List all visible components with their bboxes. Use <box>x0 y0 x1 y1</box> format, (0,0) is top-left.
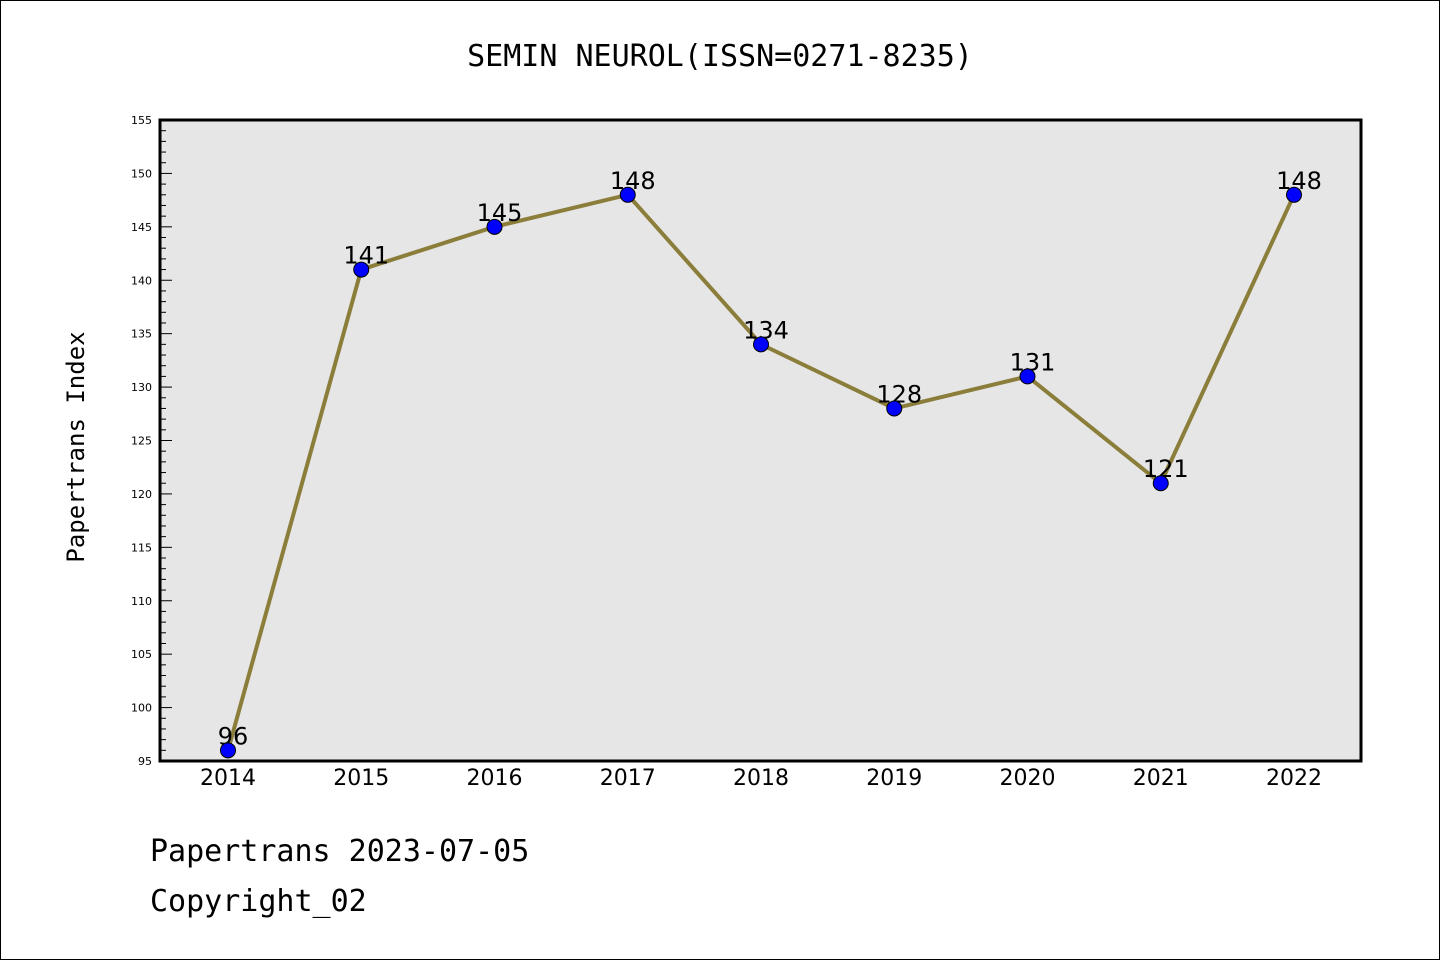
y-tick-label: 95 <box>138 755 152 768</box>
x-tick-label: 2014 <box>200 766 256 791</box>
x-tick-label: 2015 <box>333 766 389 791</box>
x-tick-label: 2016 <box>467 766 523 791</box>
data-point <box>353 261 370 278</box>
y-axis-label: Papertrans Index <box>62 331 90 562</box>
data-point <box>1152 475 1169 492</box>
y-tick-label: 150 <box>131 167 152 180</box>
data-point <box>1019 368 1036 385</box>
data-point <box>619 186 636 203</box>
y-tick-label: 120 <box>131 488 152 501</box>
plot-area <box>160 120 1361 761</box>
x-tick-label: 2022 <box>1266 766 1322 791</box>
y-tick-label: 140 <box>131 274 152 287</box>
chart-title: SEMIN NEUROL(ISSN=0271-8235) <box>467 39 973 74</box>
x-tick-label: 2019 <box>866 766 922 791</box>
series-markers <box>220 186 1302 759</box>
x-tick-label: 2021 <box>1133 766 1189 791</box>
data-point <box>753 336 769 353</box>
y-tick-label: 155 <box>131 114 152 127</box>
y-tick-label: 130 <box>131 381 152 394</box>
y-tick-label: 145 <box>131 221 152 234</box>
x-axis: 2014 2015 2016 2017 2018 2019 2020 2021 2022 <box>200 766 1322 791</box>
y-tick-label: 105 <box>131 648 152 661</box>
y-tick-label: 100 <box>131 702 152 715</box>
y-tick-label: 135 <box>131 328 152 341</box>
data-point <box>220 742 236 759</box>
data-point <box>486 218 503 235</box>
footer-copyright: Copyright_02 <box>150 884 367 919</box>
x-tick-label: 2020 <box>1000 766 1056 791</box>
data-point <box>886 400 903 417</box>
y-tick-label: 110 <box>131 595 152 608</box>
y-axis: 95 100 105 110 115 120 125 130 135 140 145 150 155 <box>131 114 172 768</box>
footer-date: Papertrans 2023-07-05 <box>150 834 530 869</box>
x-tick-label: 2018 <box>733 766 789 791</box>
y-tick-label: 115 <box>131 541 152 554</box>
plot-border <box>158 118 1363 763</box>
y-tick-label: 125 <box>131 435 152 448</box>
data-point <box>1286 186 1302 203</box>
x-tick-label: 2017 <box>600 766 656 791</box>
